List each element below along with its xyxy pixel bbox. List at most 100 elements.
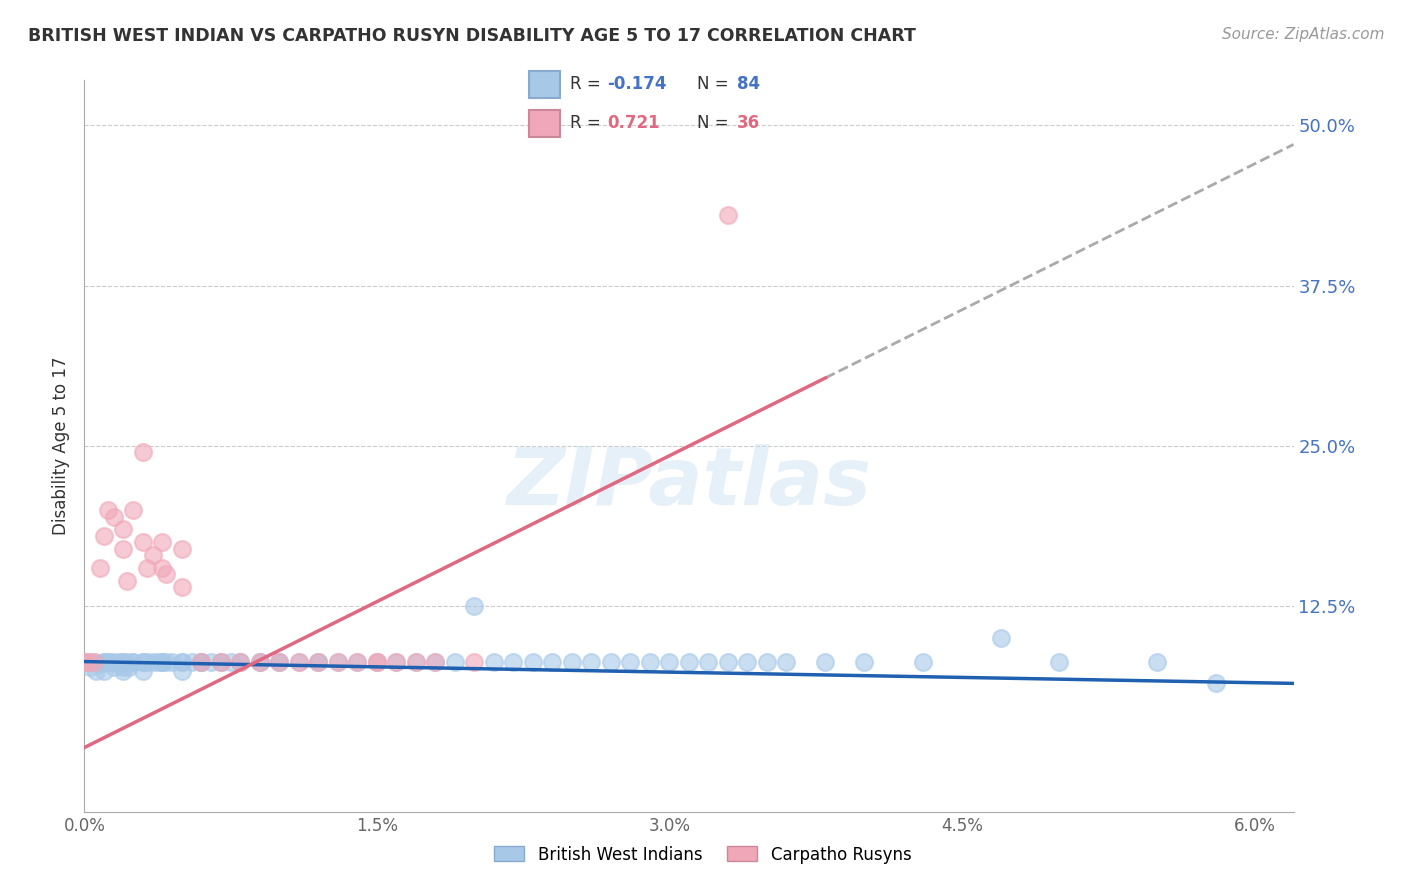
Point [658, 655, 681, 669]
Point [142, 655, 165, 669]
Point [405, 655, 427, 669]
Point [170, 655, 193, 669]
Point [581, 655, 603, 669]
Point [541, 655, 564, 669]
Point [142, 548, 165, 562]
Point [77, 655, 100, 669]
Point [160, 655, 183, 669]
Point [209, 655, 232, 669]
Point [502, 655, 524, 669]
Point [93, 655, 115, 669]
Point [288, 655, 311, 669]
Point [132, 445, 155, 459]
Point [405, 655, 427, 669]
Point [755, 655, 778, 669]
Point [249, 655, 271, 669]
Bar [530, 71, 561, 98]
Point [170, 580, 193, 594]
Point [269, 655, 291, 669]
Point [135, 655, 157, 669]
Point [112, 655, 135, 669]
Point [1146, 655, 1168, 669]
Point [108, 655, 131, 669]
Point [366, 655, 388, 669]
Point [990, 632, 1012, 646]
Point [853, 655, 876, 669]
Point [170, 655, 193, 669]
Point [148, 655, 170, 669]
Point [122, 655, 145, 669]
Point [366, 655, 388, 669]
Point [98, 655, 121, 669]
Point [366, 655, 388, 669]
Point [229, 655, 252, 669]
Point [385, 655, 408, 669]
Point [638, 655, 661, 669]
Point [150, 655, 173, 669]
Point [814, 655, 837, 669]
Point [132, 655, 155, 669]
Point [93, 529, 115, 543]
Point [346, 655, 368, 669]
Text: ZIPatlas: ZIPatlas [506, 443, 872, 522]
Point [326, 655, 349, 669]
Point [132, 655, 155, 669]
Text: N =: N = [696, 113, 734, 132]
Point [150, 655, 173, 669]
Point [132, 535, 155, 549]
Text: R =: R = [569, 113, 606, 132]
Point [93, 655, 115, 669]
Point [911, 655, 934, 669]
Point [425, 655, 447, 669]
Point [97, 503, 120, 517]
Point [1049, 655, 1071, 669]
Text: -0.174: -0.174 [607, 75, 666, 93]
Point [249, 655, 271, 669]
Point [522, 655, 544, 669]
Point [444, 655, 467, 669]
Point [678, 655, 700, 669]
Bar [530, 110, 561, 137]
Y-axis label: Disability Age 5 to 17: Disability Age 5 to 17 [52, 357, 70, 535]
Point [190, 655, 212, 669]
Text: 84: 84 [737, 75, 759, 93]
Point [385, 655, 408, 669]
Point [103, 655, 125, 669]
Point [122, 655, 145, 669]
Point [463, 655, 485, 669]
Point [229, 655, 252, 669]
Point [84, 664, 107, 678]
Point [219, 655, 242, 669]
Point [89, 657, 111, 672]
Point [135, 561, 157, 575]
Point [103, 659, 125, 673]
Point [155, 655, 177, 669]
Text: R =: R = [569, 75, 606, 93]
Point [112, 655, 135, 669]
Point [326, 655, 349, 669]
Point [112, 523, 135, 537]
Point [288, 655, 311, 669]
Text: 0.721: 0.721 [607, 113, 659, 132]
Point [118, 659, 141, 673]
Point [200, 655, 222, 669]
Point [307, 655, 329, 669]
Point [209, 655, 232, 669]
Text: BRITISH WEST INDIAN VS CARPATHO RUSYN DISABILITY AGE 5 TO 17 CORRELATION CHART: BRITISH WEST INDIAN VS CARPATHO RUSYN DI… [28, 27, 915, 45]
Point [112, 659, 135, 673]
Point [150, 535, 173, 549]
Point [97, 655, 120, 669]
Point [190, 655, 212, 669]
Point [112, 664, 135, 678]
Point [249, 655, 271, 669]
Point [619, 655, 641, 669]
Point [190, 655, 212, 669]
Point [463, 599, 485, 614]
Point [307, 655, 329, 669]
Point [150, 655, 173, 669]
Point [482, 655, 505, 669]
Point [73, 655, 96, 669]
Point [112, 541, 135, 556]
Point [117, 574, 139, 588]
Point [132, 664, 155, 678]
